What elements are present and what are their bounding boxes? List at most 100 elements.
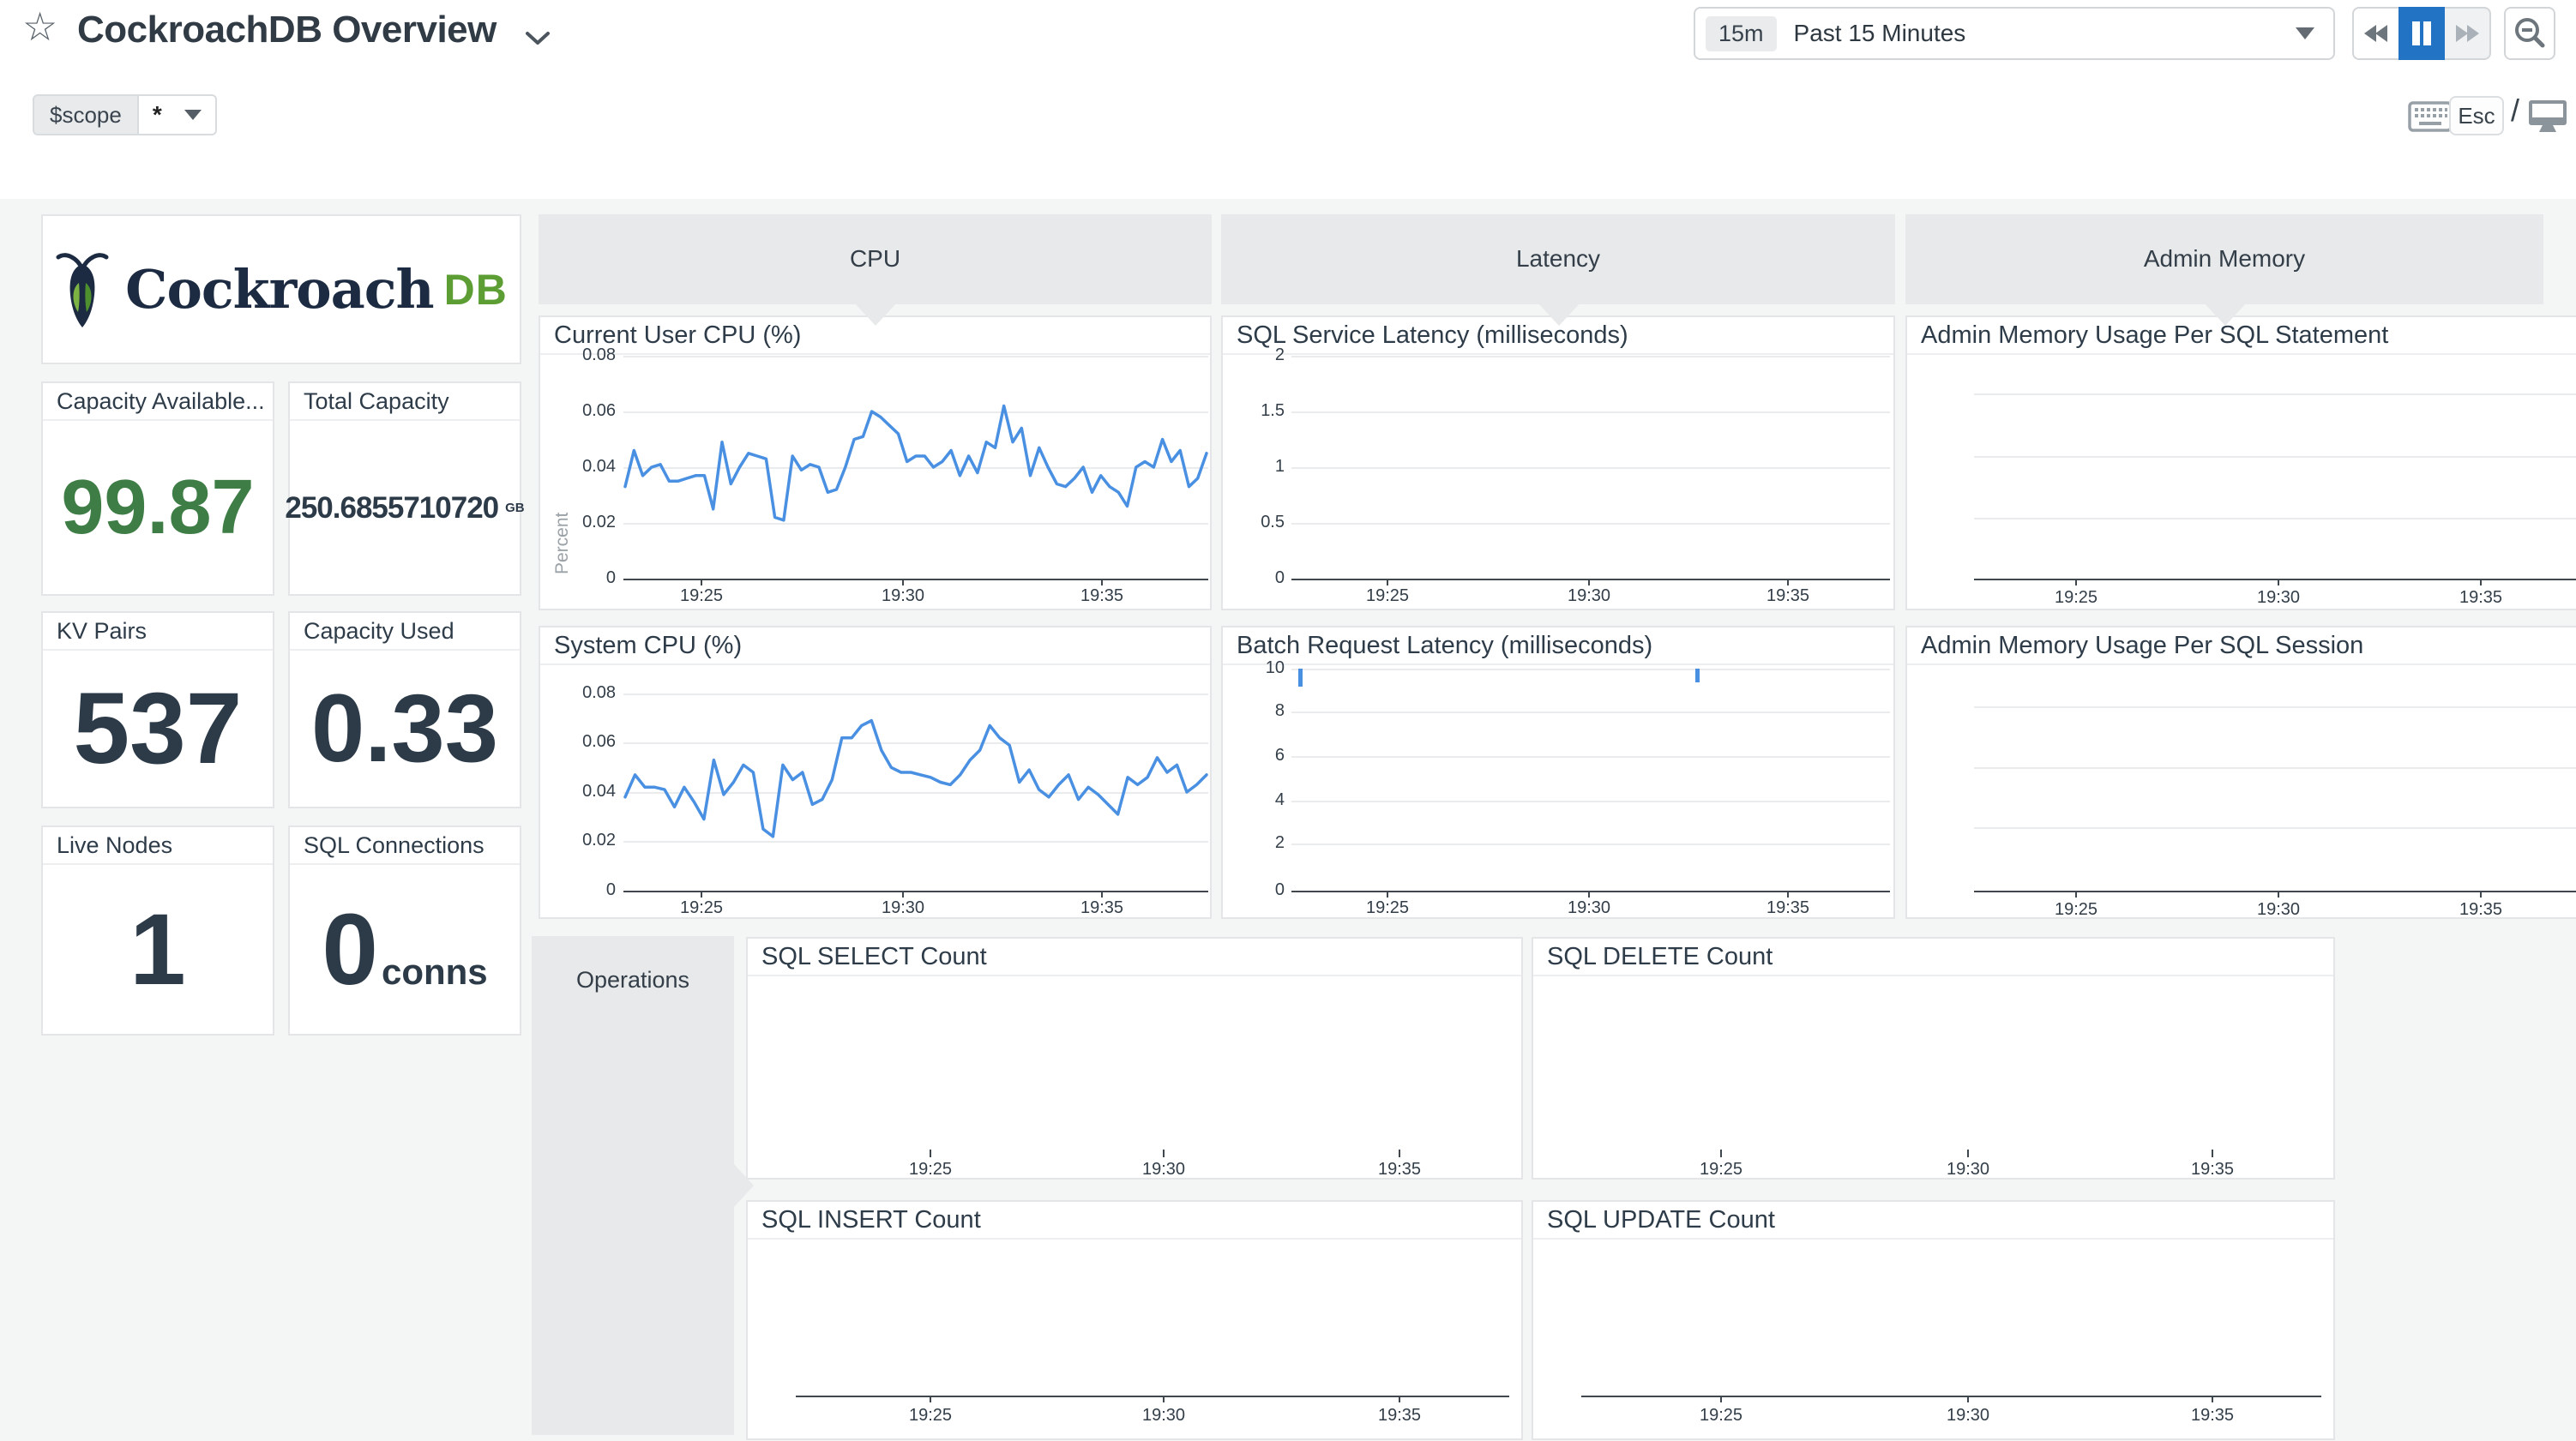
tick-mark bbox=[902, 891, 904, 898]
y-tick-label: 0 bbox=[605, 880, 616, 899]
tick-mark bbox=[2075, 891, 2077, 898]
tick-mark bbox=[2480, 891, 2482, 898]
data-spike bbox=[1298, 669, 1303, 687]
x-tick-label: 19:30 bbox=[1567, 586, 1611, 605]
x-tick-label: 19:25 bbox=[2054, 900, 2098, 919]
gridline bbox=[623, 841, 1208, 843]
time-range-picker[interactable]: 15m Past 15 Minutes bbox=[1694, 7, 2335, 60]
logo-brand-text: Cockroach bbox=[125, 258, 434, 321]
template-variable-scope[interactable]: $scope * bbox=[33, 94, 217, 135]
tick-mark bbox=[930, 1150, 931, 1157]
y-tick-label: 10 bbox=[1265, 658, 1285, 677]
group-header-operations[interactable]: Operations bbox=[532, 936, 734, 1435]
tick-mark bbox=[1387, 579, 1388, 585]
gridline bbox=[1291, 669, 1890, 670]
chart-panel-sql-service-latency[interactable]: SQL Service Latency (milliseconds) 2 1.5 1… bbox=[1221, 315, 1895, 610]
x-tick-label: 19:35 bbox=[2459, 900, 2503, 919]
chart-panel-current-user-cpu[interactable]: Current User CPU (%) 0.08 0.06 0.04 0.02 0 19… bbox=[539, 315, 1212, 610]
stat-card-capacity-available: Capacity Available... 99.87 bbox=[41, 381, 274, 596]
stat-value: 0 bbox=[322, 892, 378, 1006]
x-tick-label: 19:25 bbox=[1365, 586, 1410, 605]
chart-title: Admin Memory Usage Per SQL Statement bbox=[1907, 317, 2576, 355]
group-header-admin-memory[interactable]: Admin Memory bbox=[1905, 214, 2543, 304]
tick-mark bbox=[1967, 1150, 1969, 1157]
y-tick-label: 0.5 bbox=[1261, 513, 1285, 531]
gridline bbox=[1291, 523, 1890, 525]
x-tick-label: 19:35 bbox=[1080, 586, 1124, 605]
y-tick-label: 6 bbox=[1274, 746, 1285, 765]
time-range-caret-icon bbox=[2296, 27, 2314, 39]
esc-label: Esc bbox=[2458, 102, 2495, 129]
chart-panel-sql-select-count[interactable]: SQL SELECT Count 19:25 19:30 19:35 bbox=[746, 937, 1523, 1180]
stat-card-live-nodes: Live Nodes 1 bbox=[41, 826, 274, 1036]
chart-panel-sql-delete-count[interactable]: SQL DELETE Count 19:25 19:30 19:35 bbox=[1532, 937, 2335, 1180]
x-axis-line bbox=[623, 891, 1208, 892]
x-tick-label: 19:25 bbox=[908, 1406, 953, 1425]
chart-title: Admin Memory Usage Per SQL Session bbox=[1907, 627, 2576, 665]
title-chevron-down-icon[interactable] bbox=[525, 31, 551, 51]
esc-key-badge: Esc bbox=[2449, 96, 2504, 135]
shortcut-separator: / bbox=[2511, 93, 2520, 128]
group-label: Operations bbox=[575, 967, 690, 993]
x-axis-line bbox=[796, 1396, 1509, 1397]
scope-variable-value[interactable]: * bbox=[138, 94, 217, 135]
fast-forward-icon bbox=[2456, 25, 2479, 42]
tick-mark bbox=[2212, 1396, 2213, 1402]
chart-panel-admin-memory-statement[interactable]: Admin Memory Usage Per SQL Statement 19:… bbox=[1905, 315, 2576, 610]
chart-plot-area: 19:25 19:30 19:35 bbox=[748, 1202, 1521, 1438]
x-tick-label: 19:30 bbox=[1141, 1406, 1186, 1425]
forward-button[interactable] bbox=[2445, 7, 2491, 60]
chart-plot-area: 19:25 19:30 19:35 bbox=[748, 939, 1521, 1179]
tick-mark bbox=[1101, 579, 1103, 585]
stat-card-capacity-used: Capacity Used 0.33 bbox=[288, 611, 521, 808]
tick-mark bbox=[1163, 1396, 1165, 1402]
keyboard-icon[interactable] bbox=[2408, 101, 2453, 136]
gridline bbox=[1291, 711, 1890, 713]
x-tick-label: 19:35 bbox=[1766, 586, 1810, 605]
x-tick-label: 19:30 bbox=[2256, 588, 2301, 607]
group-header-latency[interactable]: Latency bbox=[1221, 214, 1895, 304]
x-tick-label: 19:35 bbox=[2190, 1406, 2235, 1425]
rewind-icon bbox=[2364, 25, 2387, 42]
x-tick-label: 19:25 bbox=[2054, 588, 2098, 607]
chart-title: SQL SELECT Count bbox=[748, 939, 1521, 976]
tick-mark bbox=[1720, 1396, 1722, 1402]
group-label: Admin Memory bbox=[2143, 245, 2306, 272]
tick-mark bbox=[930, 1396, 931, 1402]
tick-mark bbox=[2212, 1150, 2213, 1157]
chart-plot-area: 10 8 6 4 2 0 19:25 19:30 19:35 bbox=[1223, 627, 1893, 917]
chart-panel-batch-request-latency[interactable]: Batch Request Latency (milliseconds) 10 8… bbox=[1221, 626, 1895, 919]
favorite-star-icon[interactable]: ☆ bbox=[22, 4, 58, 49]
chart-panel-sql-insert-count[interactable]: SQL INSERT Count 19:25 19:30 19:35 bbox=[746, 1200, 1523, 1440]
zoom-out-button[interactable] bbox=[2504, 7, 2555, 60]
scope-caret-icon bbox=[184, 110, 202, 120]
x-tick-label: 19:25 bbox=[1365, 898, 1410, 917]
fullscreen-monitor-icon[interactable] bbox=[2528, 99, 2567, 138]
chart-title: Batch Request Latency (milliseconds) bbox=[1223, 627, 1893, 665]
chart-panel-sql-update-count[interactable]: SQL UPDATE Count 19:25 19:30 19:35 bbox=[1532, 1200, 2335, 1440]
x-tick-label: 19:35 bbox=[2190, 1160, 2235, 1179]
x-tick-label: 19:35 bbox=[1766, 898, 1810, 917]
y-tick-label: 0.04 bbox=[582, 457, 616, 476]
pause-button[interactable] bbox=[2398, 7, 2445, 60]
gridline bbox=[1974, 827, 2576, 829]
chart-panel-system-cpu[interactable]: System CPU (%) 0.08 0.06 0.04 0.02 0 19:25 19:… bbox=[539, 626, 1212, 919]
chart-panel-admin-memory-session[interactable]: Admin Memory Usage Per SQL Session 19:25… bbox=[1905, 626, 2576, 919]
tick-mark bbox=[2278, 891, 2279, 898]
tick-mark bbox=[1787, 891, 1789, 898]
x-tick-label: 19:25 bbox=[679, 898, 724, 917]
x-tick-label: 19:30 bbox=[2256, 900, 2301, 919]
rewind-button[interactable] bbox=[2352, 7, 2398, 60]
gridline bbox=[623, 792, 1208, 794]
y-tick-label: 0.04 bbox=[582, 782, 616, 801]
time-range-label: Past 15 Minutes bbox=[1793, 20, 1966, 46]
y-tick-label: 8 bbox=[1274, 701, 1285, 720]
gridline bbox=[1291, 467, 1890, 469]
y-tick-label: 0.02 bbox=[582, 513, 616, 531]
tick-mark bbox=[701, 579, 702, 585]
tick-mark bbox=[1720, 1150, 1722, 1157]
x-tick-label: 19:25 bbox=[679, 586, 724, 605]
tick-mark bbox=[1588, 579, 1590, 585]
x-tick-label: 19:30 bbox=[881, 898, 925, 917]
group-header-cpu[interactable]: CPU bbox=[539, 214, 1212, 304]
